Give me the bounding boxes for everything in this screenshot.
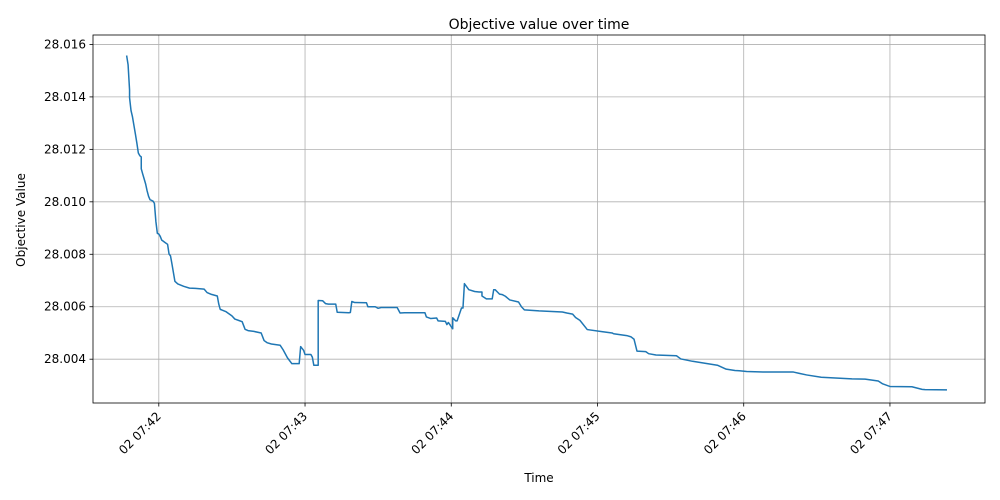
grid bbox=[93, 35, 985, 403]
chart-title: Objective value over time bbox=[449, 17, 630, 33]
y-tick-label: 28.014 bbox=[44, 90, 86, 104]
y-tick-label: 28.004 bbox=[44, 352, 86, 366]
y-tick-label: 28.012 bbox=[44, 142, 86, 156]
series-layer bbox=[125, 55, 947, 391]
y-tick-label: 28.006 bbox=[44, 300, 86, 314]
series-line bbox=[125, 55, 947, 391]
y-tick-label: 28.016 bbox=[44, 37, 86, 51]
y-tick-label: 28.008 bbox=[44, 247, 86, 261]
y-axis-ticks: 28.004 28.006 28.008 28.010 28.012 28.014 28.0… bbox=[44, 37, 93, 366]
y-axis-label: Objective Value bbox=[14, 173, 28, 267]
plot-frame bbox=[92, 34, 986, 404]
x-axis-label: Time bbox=[523, 471, 553, 485]
y-tick-label: 28.010 bbox=[44, 195, 86, 209]
